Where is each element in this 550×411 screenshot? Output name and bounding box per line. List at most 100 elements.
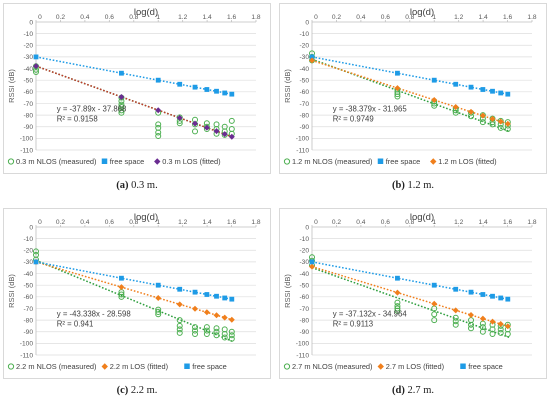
data-point-nlos [504, 331, 511, 338]
x-tick-label: 1.2 [178, 219, 187, 226]
chart-title: log(d) [410, 7, 434, 18]
data-point-los [228, 316, 235, 323]
y-tick-label: -10 [299, 31, 309, 38]
legend-entry: free space [110, 157, 145, 166]
data-point-los [221, 314, 228, 321]
caption-text: 2.7 m. [407, 385, 434, 396]
x-tick-label: 1.6 [227, 219, 236, 226]
data-point-los [309, 263, 315, 270]
y-tick-label: -20 [299, 248, 309, 255]
data-point-nlos [213, 332, 220, 339]
data-point-nlos [176, 326, 183, 333]
trendline-equation: y = -43.338x - 28.598 [57, 310, 131, 319]
r-squared-value: R² = 0.9749 [333, 115, 374, 124]
data-point-los [431, 300, 438, 307]
y-tick-label: -30 [299, 54, 309, 61]
x-tick-label: 0 [314, 219, 318, 226]
data-point-nlos [489, 121, 496, 128]
scatter-chart-b: log(d) 0 -10 -20 -30 -40 -50 -60 -70 -80 -90 -100 -1… [283, 7, 537, 166]
data-point-nlos [155, 308, 162, 315]
y-tick-label: -50 [23, 282, 33, 289]
data-point-free-space [431, 77, 437, 83]
data-point-los [203, 309, 210, 316]
chart-panel-d: log(d) 0 -10 -20 -30 -40 -50 -60 -70 -80 -90 -100 -1… [276, 205, 550, 410]
y-axis-label: RSSI (dB) [7, 69, 16, 103]
data-point-los [213, 312, 220, 319]
y-tick-label: -90 [23, 124, 33, 131]
y-tick-label: -90 [299, 329, 309, 336]
data-point-los [192, 305, 199, 312]
data-point-nlos [394, 307, 401, 314]
x-tick-label: 0 [38, 14, 42, 21]
x-tick-label: 0.4 [80, 219, 89, 226]
data-point-los [33, 63, 39, 70]
data-point-nlos [203, 327, 210, 334]
x-tick-label: 0.2 [56, 219, 65, 226]
trendline [311, 56, 511, 96]
data-point-nlos [203, 331, 210, 338]
x-tick-label: 0.8 [405, 14, 414, 21]
data-point-free-space [505, 296, 511, 302]
y-tick-label: 0 [29, 224, 33, 231]
trendline [35, 56, 235, 96]
y-tick-label: -40 [23, 66, 33, 73]
y-tick-label: -110 [20, 352, 33, 359]
data-point-nlos [452, 109, 459, 116]
data-point-nlos [497, 124, 504, 131]
legend-marker [377, 158, 384, 164]
y-tick-label: -100 [296, 341, 310, 348]
legend-marker [283, 363, 291, 370]
data-point-los [228, 133, 235, 140]
data-point-nlos [431, 311, 438, 318]
r-squared-value: R² = 0.941 [57, 320, 94, 329]
data-point-free-space [498, 90, 504, 96]
r-squared-value: R² = 0.9113 [333, 320, 373, 329]
y-tick-label: -70 [299, 306, 309, 313]
data-point-los [192, 120, 199, 127]
y-tick-label: -100 [296, 136, 310, 143]
data-point-nlos [452, 318, 459, 325]
trendline [35, 261, 235, 301]
data-point-los [479, 112, 486, 119]
chart-frame: log(d) 0 -10 -20 -30 -40 -50 -60 -70 -80 -90 -100 -1… [3, 3, 271, 174]
y-tick-label: -30 [299, 259, 309, 266]
trendline [311, 261, 511, 301]
panel-label: (b) [391, 180, 405, 191]
y-tick-label: -100 [20, 341, 34, 348]
chart-panel-c: log(d) 0 -10 -20 -30 -40 -50 -60 -70 -80 -90 -100 -1… [0, 205, 274, 410]
x-tick-label: 0.6 [381, 219, 390, 226]
data-point-nlos [452, 314, 459, 321]
y-tick-label: -90 [299, 124, 309, 131]
y-axis-label: RSSI (dB) [283, 69, 292, 103]
scatter-chart-c: log(d) 0 -10 -20 -30 -40 -50 -60 -70 -80 -90 -100 -1… [7, 212, 261, 371]
legend-marker [101, 363, 108, 370]
x-tick-label: 0 [38, 219, 42, 226]
trendline [311, 59, 511, 126]
data-point-nlos [431, 317, 438, 324]
data-point-nlos [228, 335, 235, 342]
x-tick-label: 1.8 [251, 14, 260, 21]
data-point-free-space [498, 295, 504, 301]
y-tick-label: -50 [23, 77, 33, 84]
x-tick-label: 1.2 [178, 14, 187, 21]
data-point-los [452, 307, 459, 314]
data-point-nlos [489, 331, 496, 338]
y-tick-label: -20 [299, 43, 309, 50]
legend-entry: 0.3 m NLOS (measured) [16, 157, 97, 166]
data-point-nlos [228, 328, 235, 335]
data-point-nlos [203, 324, 210, 331]
data-point-free-space [155, 282, 161, 288]
y-tick-label: -50 [299, 282, 309, 289]
y-tick-label: -10 [299, 236, 309, 243]
caption-text: 2.2 m. [130, 385, 158, 396]
data-point-nlos [394, 299, 401, 306]
data-point-free-space [468, 289, 474, 295]
x-tick-label: 1.4 [203, 219, 212, 226]
data-point-nlos [394, 93, 401, 100]
data-point-free-space [229, 296, 235, 302]
x-tick-label: 1.8 [527, 14, 536, 21]
data-point-free-space [453, 81, 459, 87]
panel-label: (d) [391, 385, 405, 396]
legend-entry: 2.7 m NLOS (measured) [292, 362, 373, 371]
legend-entry: 2.7 m LOS (fitted) [386, 362, 444, 371]
